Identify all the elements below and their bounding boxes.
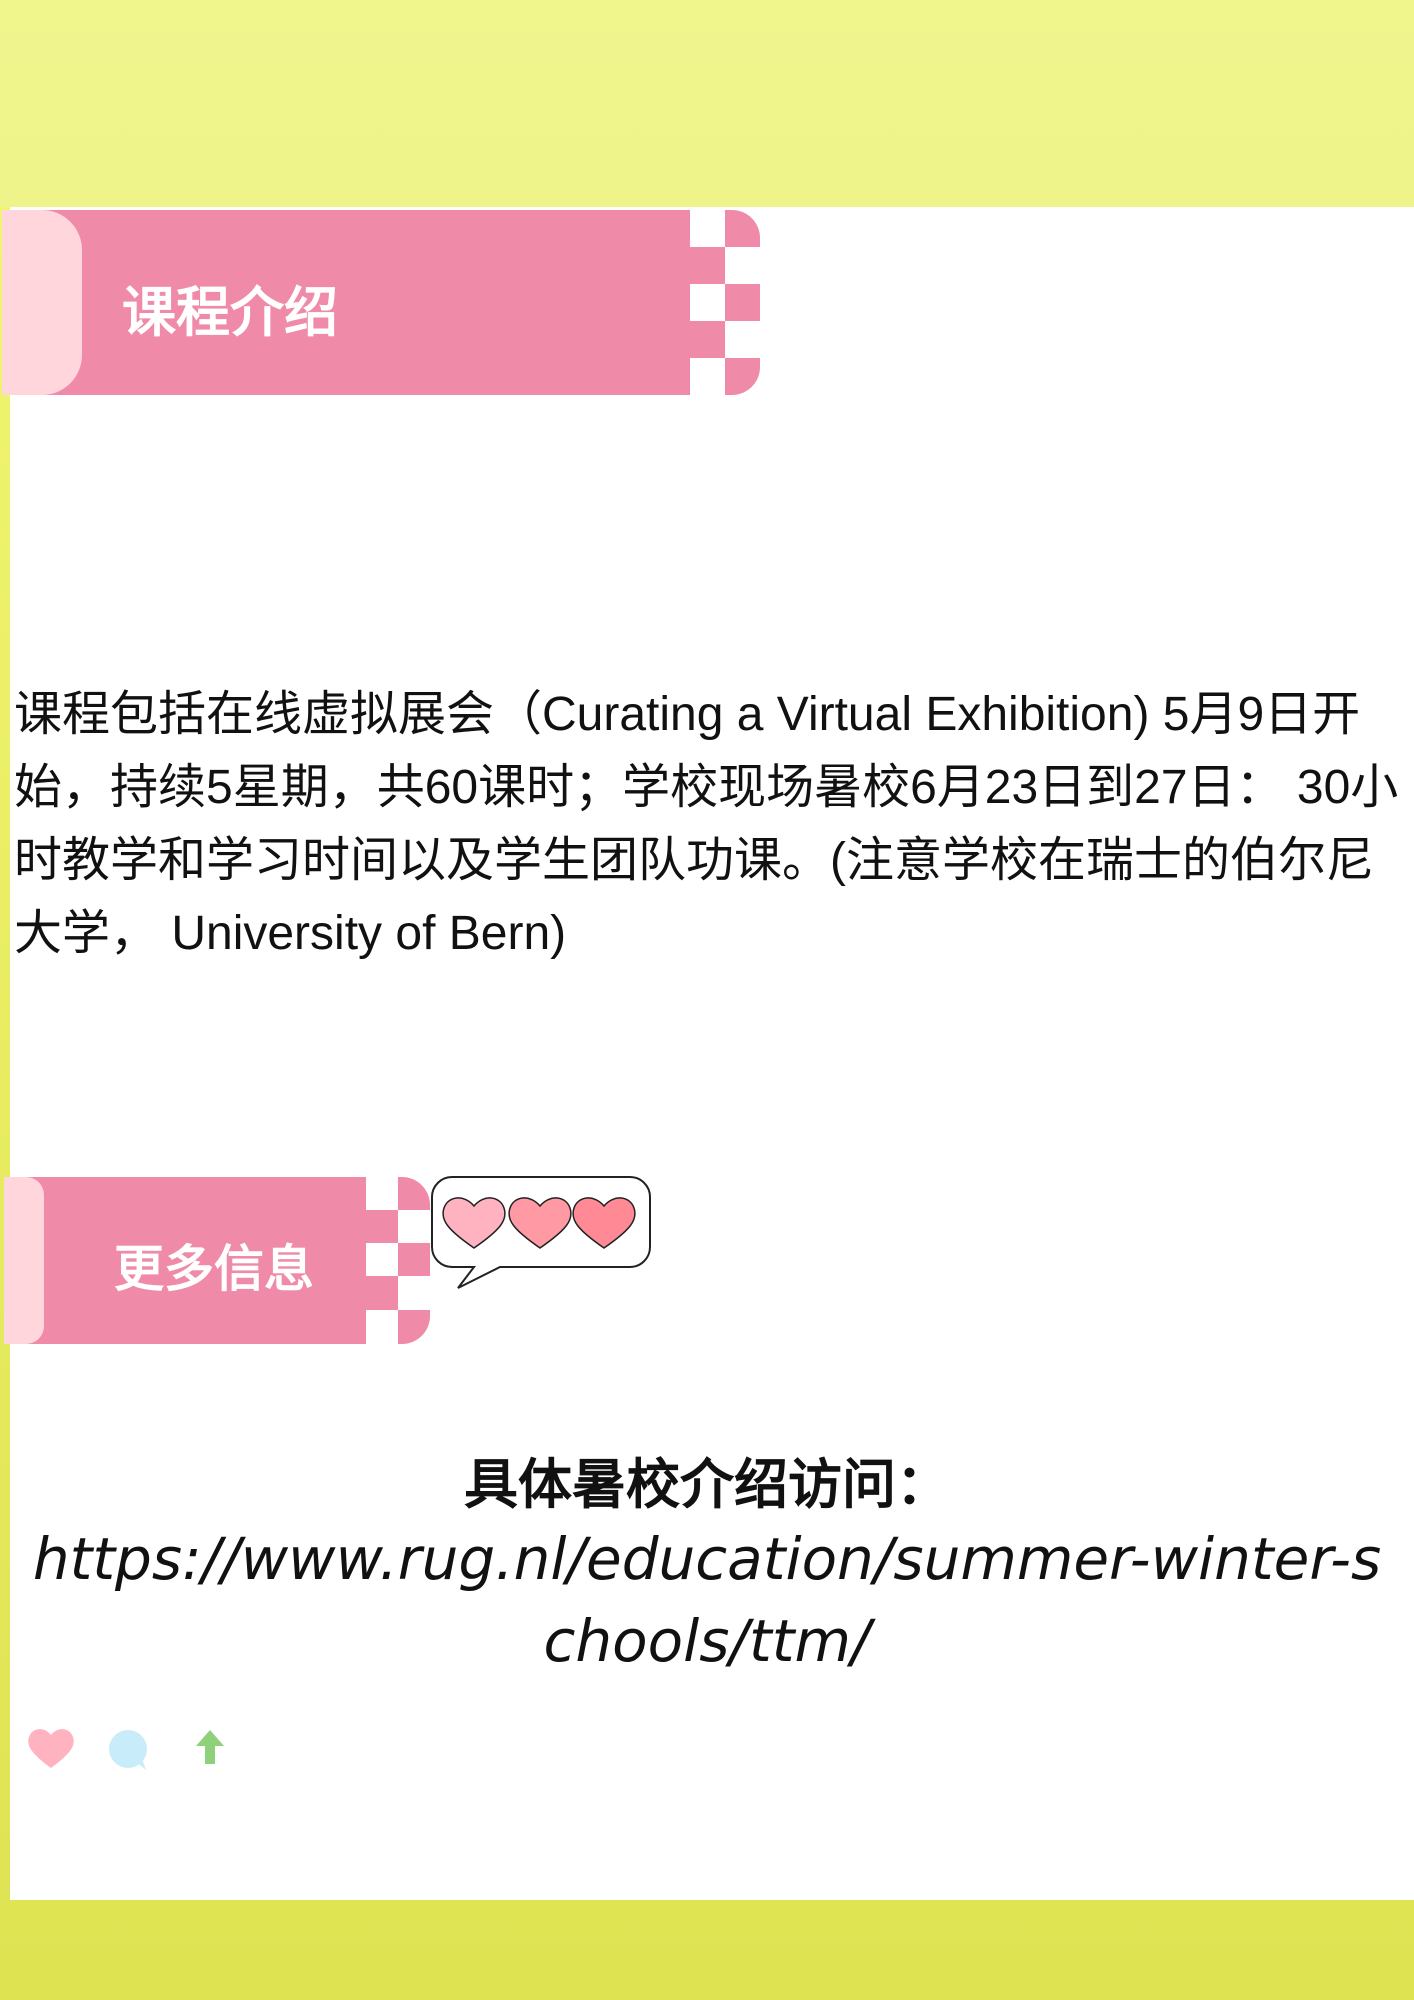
- summer-school-link[interactable]: https://www.rug.nl/education/summer-wint…: [32, 1525, 1382, 1675]
- checker-pattern: [690, 210, 760, 395]
- section-tab-course: 课程介绍: [2, 210, 760, 395]
- heart-icon: [508, 1197, 572, 1249]
- course-description: 课程包括在线虚拟展会（Curating a Virtual Exhibition…: [14, 688, 1399, 960]
- heart-icon[interactable]: [26, 1726, 76, 1770]
- arrow-up-icon[interactable]: [194, 1728, 226, 1766]
- tab-cap: [2, 210, 82, 395]
- heart-icon: [442, 1197, 506, 1249]
- visit-label: 具体暑校介绍访问：: [464, 1453, 950, 1516]
- section-tab-more-info: 更多信息: [4, 1177, 430, 1344]
- heart-icon: [572, 1197, 636, 1249]
- section-title: 更多信息: [114, 1240, 314, 1298]
- comment-icon[interactable]: [106, 1728, 150, 1772]
- section-title: 课程介绍: [122, 281, 338, 344]
- hearts-speech-bubble: [431, 1176, 651, 1289]
- tab-cap: [4, 1177, 44, 1344]
- checker-pattern: [366, 1177, 430, 1344]
- content-card: [10, 207, 1414, 1900]
